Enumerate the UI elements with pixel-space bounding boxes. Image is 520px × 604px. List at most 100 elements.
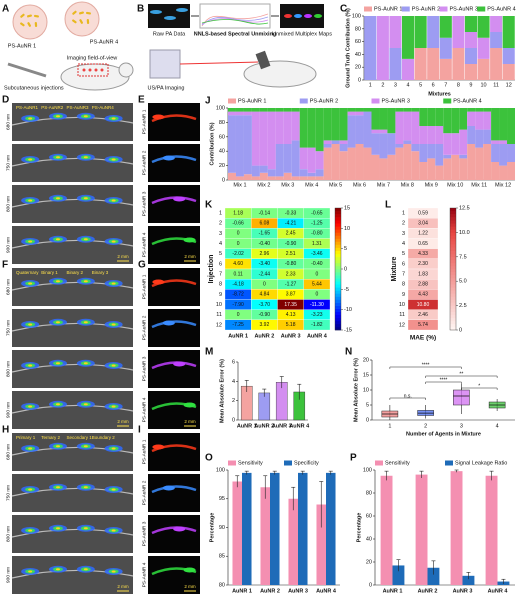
bar-segment xyxy=(371,154,380,180)
bar-segment xyxy=(299,147,308,170)
image-annotation: Binary 2 xyxy=(67,270,84,275)
legend-label: PS-AuNR 1 xyxy=(238,98,266,104)
x-tick-label: Mix 6 xyxy=(353,182,366,188)
panel-letter: F xyxy=(2,260,8,271)
row-label: 680 nm xyxy=(5,114,11,130)
row-label: PS-AuNR 1 xyxy=(141,274,147,299)
cell-label: 1.83 xyxy=(418,271,428,277)
bar-segment xyxy=(459,129,468,155)
colorbar-step xyxy=(450,308,456,312)
pa-signal xyxy=(152,114,165,120)
row-label: PS-AuNR 4 xyxy=(141,397,147,422)
y-tick-label: 100 xyxy=(216,105,225,111)
pa-overlay xyxy=(55,568,60,571)
pa-signal xyxy=(173,526,186,532)
panel-letter: G xyxy=(138,260,146,271)
bar-segment xyxy=(259,165,268,173)
colorbar-label: 5 xyxy=(344,246,347,252)
pa-signal xyxy=(183,567,196,573)
cell-label: -0.33 xyxy=(285,210,297,216)
colorbar-step xyxy=(450,214,456,218)
x-tick-label: Mix 2 xyxy=(257,182,270,188)
pa-overlay xyxy=(28,447,33,450)
pa-overlay xyxy=(83,362,88,365)
pa-image xyxy=(148,144,200,182)
cell-label: 2.46 xyxy=(418,312,428,318)
pa-image xyxy=(148,185,200,223)
panel-letter: M xyxy=(205,347,213,358)
pa-image xyxy=(148,391,200,429)
bar-segment xyxy=(275,108,284,112)
image-annotation: Ternary 2 xyxy=(41,435,60,440)
pa-overlay xyxy=(83,403,88,406)
colorbar-step xyxy=(450,235,456,239)
y-tick-label: 90 xyxy=(219,525,225,531)
row-label: 900 nm xyxy=(5,402,11,418)
colorbar-step xyxy=(450,305,456,309)
cell-label: 4.43 xyxy=(418,292,428,298)
vial xyxy=(12,4,48,40)
colorbar-label: 15 xyxy=(344,205,350,211)
row-label: 800 nm xyxy=(5,361,11,377)
bar-segment xyxy=(490,16,503,32)
colorbar-step xyxy=(450,223,456,227)
bar-segment xyxy=(507,108,515,144)
pa-image xyxy=(148,103,200,141)
colorbar-step xyxy=(335,208,341,212)
bar xyxy=(485,475,498,585)
bar-segment xyxy=(315,176,324,180)
colorbar-step xyxy=(450,311,456,316)
legend-swatch xyxy=(401,6,410,12)
cell-label: -0.90 xyxy=(259,312,271,318)
panel-letter: N xyxy=(345,347,352,358)
pa-signal xyxy=(151,320,197,329)
pa-overlay xyxy=(28,282,33,285)
bar-segment xyxy=(402,58,415,80)
row-label: 800 nm xyxy=(5,526,11,542)
legend-swatch xyxy=(439,6,448,12)
pa-overlay xyxy=(83,445,88,448)
bar-segment xyxy=(459,108,468,130)
bar-segment xyxy=(483,108,492,112)
colorbar-label: 5.0 xyxy=(459,279,467,285)
nanorod xyxy=(72,19,77,24)
bar-segment xyxy=(243,111,252,116)
row-label: 3 xyxy=(219,231,222,237)
x-axis-label: Mixtures xyxy=(428,91,451,97)
bar-segment xyxy=(389,16,402,48)
x-tick-label: Mix 5 xyxy=(329,182,342,188)
legend-label: PS-AuNR 2 xyxy=(310,98,338,104)
bar-segment xyxy=(291,108,300,112)
x-tick-label: AuNR 3 xyxy=(281,333,301,339)
panel-letter: H xyxy=(2,425,9,436)
scale-label: 2 mm xyxy=(117,584,129,589)
bar-segment xyxy=(355,115,364,144)
injection-site xyxy=(82,68,86,72)
bar-segment xyxy=(376,16,389,80)
raw-signal xyxy=(176,8,188,12)
row-label: 6 xyxy=(402,261,405,267)
unmixed-signal xyxy=(284,14,292,18)
bar-segment xyxy=(411,144,420,152)
bar-segment xyxy=(291,176,300,180)
legend-swatch xyxy=(228,460,236,466)
x-tick-label: Mix 10 xyxy=(447,182,463,188)
cell-label: 0.11 xyxy=(233,271,243,277)
y-tick-label: 20 xyxy=(366,559,372,565)
y-tick-label: 80 xyxy=(355,26,361,32)
x-tick-label: AuNR 1 xyxy=(237,423,257,429)
bar-segment xyxy=(443,158,452,180)
transducer xyxy=(255,50,271,70)
cell-label: 0 xyxy=(315,292,318,298)
colorbar-step xyxy=(450,323,456,328)
pa-overlay xyxy=(28,488,33,491)
x-axis-label: MAE (%) xyxy=(410,335,436,342)
cell-label: 5.18 xyxy=(286,322,296,328)
y-tick-label: 60 xyxy=(366,513,372,519)
x-tick-label: Mix 9 xyxy=(425,182,438,188)
y-axis-label: Mean Absolute Error (%) xyxy=(353,358,359,422)
bar-segment xyxy=(228,108,236,112)
bar-segment xyxy=(435,126,444,144)
y-tick-label: 20 xyxy=(363,357,369,363)
cell-label: 1.31 xyxy=(312,241,322,247)
